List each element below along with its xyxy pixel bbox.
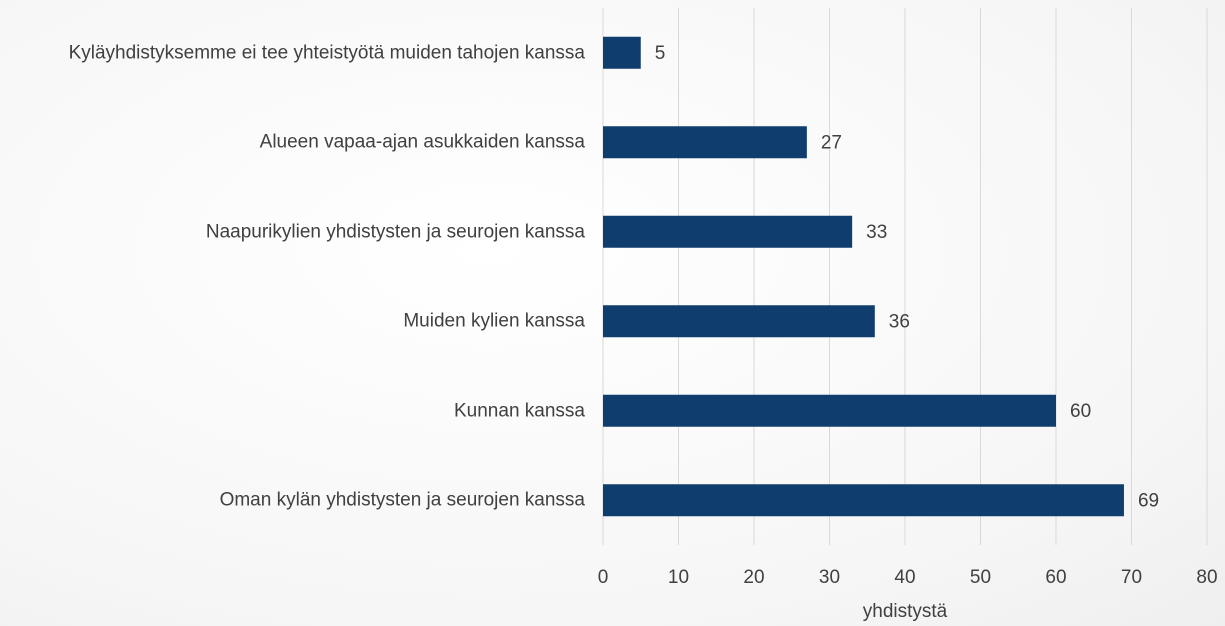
- y-tick-label: Naapurikylien yhdistysten ja seurojen ka…: [205, 221, 585, 243]
- data-label: 36: [889, 311, 910, 332]
- x-tick-label: 80: [1196, 567, 1217, 588]
- y-tick-label: Kunnan kanssa: [454, 400, 585, 422]
- data-label: 33: [866, 222, 887, 243]
- data-label: 5: [655, 43, 666, 64]
- bar: [603, 215, 853, 248]
- bar: [603, 305, 875, 338]
- bar: [603, 36, 641, 69]
- y-tick-label: Muiden kylien kanssa: [403, 310, 585, 332]
- x-tick-label: 0: [598, 567, 609, 588]
- bar: [603, 126, 807, 159]
- x-tick-label: 10: [668, 567, 689, 588]
- y-tick-label: Oman kylän yhdistysten ja seurojen kanss…: [219, 489, 585, 511]
- x-tick-label: 20: [743, 567, 764, 588]
- x-tick-label: 50: [970, 567, 991, 588]
- bar: [603, 394, 1056, 427]
- y-tick-label: Kyläyhdistyksemme ei tee yhteistyötä mui…: [68, 42, 585, 64]
- x-axis-title: yhdistystä: [863, 601, 948, 622]
- data-label: 27: [821, 132, 842, 153]
- x-tick-label: 40: [894, 567, 915, 588]
- x-tick-label: 70: [1121, 567, 1142, 588]
- bar: [603, 484, 1124, 517]
- y-tick-label: Alueen vapaa-ajan asukkaiden kanssa: [259, 131, 585, 153]
- data-label: 60: [1070, 401, 1091, 422]
- x-tick-label: 60: [1045, 567, 1066, 588]
- data-label: 69: [1138, 490, 1159, 511]
- x-tick-label: 30: [819, 567, 840, 588]
